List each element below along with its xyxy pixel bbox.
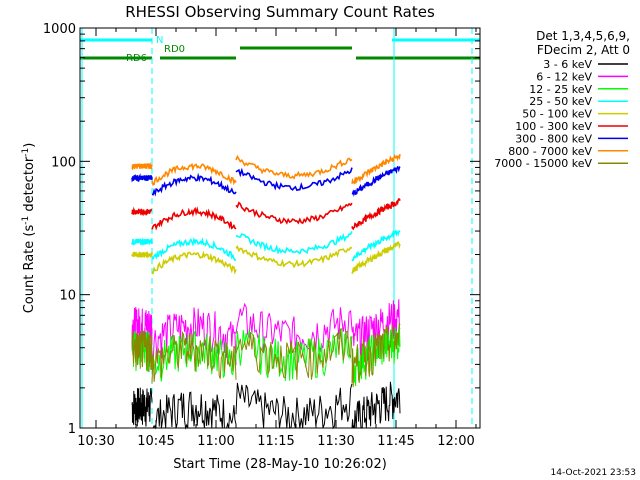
series-line	[235, 167, 353, 192]
legend-header-1: Det 1,3,4,5,6,9,	[536, 29, 630, 43]
series-line	[151, 250, 237, 275]
y-tick-label: 1000	[43, 22, 76, 37]
plot-frame	[79, 27, 481, 429]
series-line	[235, 231, 353, 255]
y-tick-label: 100	[51, 155, 76, 170]
series-line	[351, 240, 401, 275]
series-line	[351, 381, 401, 429]
series-line	[351, 228, 401, 262]
series-line	[131, 387, 153, 427]
flag-label: N	[156, 35, 163, 46]
series-line	[131, 161, 153, 170]
y-axis-label: Count Rate (s-1 detector-1)	[21, 143, 37, 314]
series-line	[131, 206, 153, 217]
legend-header-2: FDecim 2, Att 0	[537, 43, 630, 57]
x-tick-label: 11:00	[197, 434, 234, 449]
y-axis: 1 10 100 1000	[43, 22, 480, 437]
series-line	[131, 330, 153, 373]
series-line	[131, 251, 153, 259]
x-tick-label: 10:45	[137, 434, 174, 449]
series-line	[235, 328, 353, 380]
y-tick-label: 10	[59, 289, 76, 304]
series-line	[235, 327, 353, 381]
series-line	[151, 162, 237, 186]
legend-label: 3 - 6 keV	[543, 58, 592, 71]
flag-label: RD0	[164, 44, 185, 55]
x-tick-label: 11:15	[257, 434, 294, 449]
series-line	[351, 165, 401, 198]
series-line	[151, 329, 237, 382]
legend-label: 6 - 12 keV	[536, 70, 592, 83]
legend-label: 800 - 7000 keV	[508, 145, 592, 158]
legend: Det 1,3,4,5,6,9, FDecim 2, Att 0 3 - 6 k…	[494, 29, 630, 170]
x-tick-label: 11:45	[377, 434, 414, 449]
series-line	[235, 201, 353, 225]
series-line	[235, 244, 353, 269]
series-line	[151, 172, 237, 197]
series-lines	[131, 153, 401, 430]
series-line	[351, 153, 401, 185]
x-tick-label: 11:30	[317, 434, 354, 449]
legend-label: 7000 - 15000 keV	[494, 157, 592, 170]
x-tick-label: 12:00	[437, 434, 474, 449]
series-line	[351, 299, 401, 360]
series-line	[152, 391, 237, 430]
x-tick-label: 10:30	[77, 434, 114, 449]
series-line	[131, 237, 153, 246]
timestamp: 14-Oct-2021 23:53	[551, 468, 636, 478]
x-axis: 10:30 10:45 11:00 11:15 11:30 11:45 12:00	[77, 28, 477, 449]
series-line	[235, 302, 353, 356]
series-line	[351, 324, 401, 387]
legend-label: 50 - 100 keV	[522, 108, 592, 121]
x-axis-label: Start Time (28-May-10 10:26:02)	[173, 457, 387, 472]
legend-label: 100 - 300 keV	[515, 120, 592, 133]
legend-label: 300 - 800 keV	[515, 132, 592, 145]
series-line	[351, 198, 401, 231]
series-line	[151, 330, 237, 384]
chart-title: RHESSI Observing Summary Count Rates	[125, 3, 435, 21]
series-line	[151, 206, 237, 231]
series-line	[235, 154, 353, 180]
series-line	[151, 236, 237, 261]
series-line	[351, 322, 401, 388]
flag-label: RD6	[126, 53, 147, 64]
legend-label: 12 - 25 keV	[529, 83, 592, 96]
series-line	[235, 382, 353, 430]
series-line	[131, 173, 153, 183]
y-tick-label: 1	[68, 422, 76, 437]
legend-label: 25 - 50 keV	[529, 95, 592, 108]
